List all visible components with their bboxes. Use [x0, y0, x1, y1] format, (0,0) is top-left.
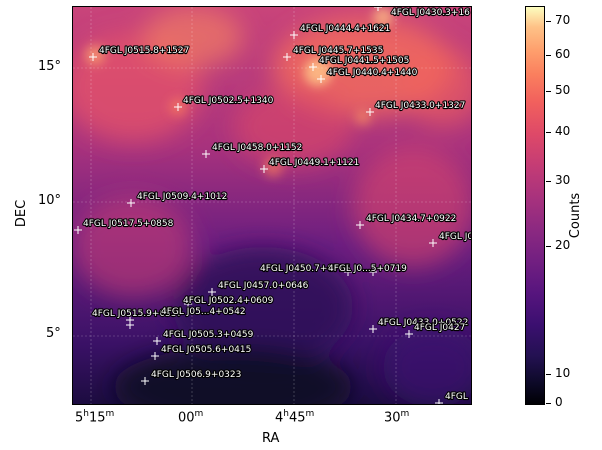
colorbar-tick-label: 40: [555, 124, 571, 138]
x-tick-label: 00m: [178, 409, 204, 426]
source-marker: 4FGL J0515.8+1527: [89, 45, 190, 61]
source-label: 4FGL J0433.0+0522: [378, 318, 468, 328]
source-marker: 4FGL J0441.5+1505: [309, 55, 410, 71]
source-label: 4FGL: [445, 392, 468, 402]
source-label: 4FGL J0...5+0719: [328, 264, 407, 274]
diffuse-emission: [73, 7, 471, 404]
source-marker: 4FGL: [435, 391, 469, 404]
colorbar: 70 60 50 40 30 20 10 0: [525, 6, 570, 409]
source-marker: 4FGL J0: [429, 231, 471, 247]
source-marker: 4FGL J0450.7+0715: [259, 263, 352, 276]
source-label: 4FGL J0441.5+1505: [319, 56, 409, 66]
source-label: 4FGL J05...4+0542: [161, 307, 246, 317]
source-label: 4FGL J0450.7+0715: [260, 264, 350, 274]
source-marker: 4FGL J0515.9+0537: [91, 308, 183, 324]
source-marker: 4FGL J0440.4+1440: [317, 67, 419, 83]
source-marker: 4FGL J0427: [405, 322, 466, 338]
source-label: 4FGL J0449.1+1121: [269, 158, 359, 168]
source-marker: 4FGL J0445.7+1535: [283, 45, 384, 61]
source-label: 4FGL J0502.4+0609: [183, 296, 274, 306]
source-label: 4FGL J0505.6+0415: [161, 345, 251, 355]
source-marker: 4FGL J0509.4+1012: [127, 191, 228, 207]
source-marker: 4FGL J0505.3+0459: [153, 329, 255, 345]
source-label: 4FGL J0505.3+0459: [163, 330, 254, 340]
x-tick-label: 30m: [384, 409, 410, 426]
y-axis-label: DEC: [14, 199, 30, 228]
source-label: 4FGL J0458.0+1152: [212, 143, 302, 153]
source-label: 4FGL J0445.7+1535: [293, 46, 383, 56]
source-marker: 4FGL J0517.5+0858: [74, 218, 175, 234]
source-label: 4FGL J0502.5+1340: [183, 96, 274, 106]
source-label: 4FGL J0427: [414, 323, 465, 333]
colorbar-tick-label: 60: [555, 47, 571, 61]
colorbar-label: Counts: [568, 192, 584, 239]
colorbar-tick-label: 10: [555, 366, 571, 380]
source-label: 4FGL J0: [439, 232, 471, 242]
y-tick-label: 5°: [46, 326, 61, 341]
source-label: 4FGL J0457.0+0646: [218, 281, 309, 291]
y-tick-label: 15°: [38, 59, 62, 74]
source-label: 4FGL J0430.3+16: [391, 8, 470, 18]
source-marker: 4FGL J05...4+0542: [126, 306, 247, 329]
x-axis-label: RA: [262, 431, 280, 446]
source-label: 4FGL J0515.8+1527: [99, 46, 189, 56]
source-label: 4FGL J0515.9+0537: [92, 309, 182, 319]
source-marker: 4FGL J0...5+0719: [327, 263, 408, 276]
source-marker: 4FGL J0457.0+0646: [208, 280, 310, 296]
source-marker: 4FGL J0449.1+1121: [260, 157, 360, 173]
source-label: 4FGL J0444.4+1621: [300, 24, 390, 34]
source-label: 4FGL J0433.0+1327: [375, 101, 465, 111]
counts-map: 4FGL J0430.3+16 4FGL J0444.4+1621 4FGL J05…: [72, 6, 472, 405]
colorbar-tick-label: 50: [555, 83, 571, 97]
source-label: 4FGL J0440.4+1440: [327, 68, 418, 78]
source-label: 4FGL J0509.4+1012: [137, 192, 227, 202]
source-marker: 4FGL J0444.4+1621: [290, 23, 391, 39]
source-marker: 4FGL J0506.9+0323: [141, 369, 242, 385]
source-marker: 4FGL J0430.3+16: [374, 7, 471, 19]
source-marker: 4FGL J0505.6+0415: [151, 344, 252, 360]
source-label: 4FGL J0517.5+0858: [83, 219, 174, 229]
colorbar-tick-label: 30: [555, 173, 571, 187]
source-marker: 4FGL J0458.0+1152: [202, 142, 303, 158]
x-tick-label: 5h15m: [75, 409, 115, 426]
colorbar-tick-label: 0: [555, 395, 563, 409]
y-tick-label: 10°: [38, 193, 62, 208]
source-label: 4FGL J0506.9+0323: [151, 370, 241, 380]
source-marker: 4FGL J0433.0+0522: [369, 317, 469, 333]
source-label: 4FGL J0434.7+0922: [366, 214, 456, 224]
colorbar-tick-label: 20: [555, 238, 571, 252]
x-tick-label: 4h45m: [275, 409, 315, 426]
source-marker: 4FGL J0502.4+0609: [182, 295, 275, 308]
source-marker: 4FGL J0433.0+1327: [366, 100, 466, 116]
source-marker: 4FGL J0502.5+1340: [174, 95, 275, 111]
source-marker: 4FGL J0434.7+0922: [356, 213, 457, 229]
colorbar-tick-label: 70: [555, 13, 571, 27]
